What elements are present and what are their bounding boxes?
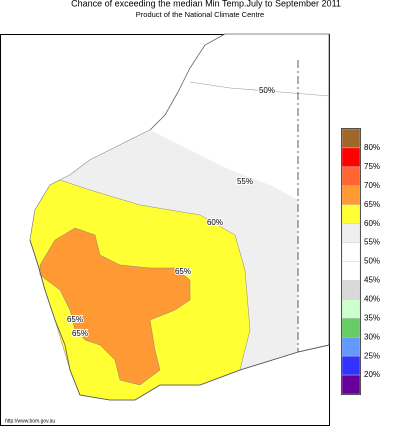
- legend-label: 80%: [364, 143, 380, 152]
- legend-swatch: [341, 185, 361, 205]
- legend-swatch: [341, 204, 361, 224]
- legend-frame: [341, 128, 361, 395]
- legend: 80% 75% 70% 65% 60% 55% 50% 45% 40% 35% 30% 25% 20%: [341, 128, 380, 395]
- legend-label: 65%: [364, 200, 380, 209]
- legend-swatch: [341, 355, 361, 376]
- legend-label: 75%: [364, 162, 380, 171]
- legend-label: 45%: [364, 276, 380, 285]
- legend-label: 20%: [364, 370, 380, 379]
- contour-label: 55%: [237, 177, 253, 186]
- contour-label: 65%: [72, 329, 88, 338]
- legend-swatch: [341, 318, 361, 338]
- legend-swatch: [341, 337, 361, 357]
- contour-labels: 50% 55% 60% 65% 65% 65%: [66, 85, 276, 339]
- legend-swatch: [341, 374, 361, 395]
- contour-label: 60%: [207, 218, 223, 227]
- legend-label: 50%: [364, 257, 380, 266]
- legend-swatch: [341, 242, 361, 262]
- contour-label: 65%: [175, 267, 191, 276]
- legend-label: 60%: [364, 219, 380, 228]
- title: Chance of exceeding the median Min Temp.…: [71, 0, 341, 8]
- legend-label: 35%: [364, 313, 380, 322]
- legend-swatch: [341, 128, 361, 149]
- legend-swatch: [341, 280, 361, 300]
- subtitle: Product of the National Climate Centre: [136, 10, 264, 19]
- legend-label: 70%: [364, 181, 380, 190]
- legend-swatch: [341, 147, 361, 168]
- coastline: [29, 239, 330, 401]
- legend-label: 55%: [364, 238, 380, 247]
- region-55: [60, 130, 298, 370]
- contour-label: 50%: [259, 86, 275, 95]
- legend-swatch: [341, 166, 361, 186]
- legend-swatch: [341, 223, 361, 243]
- contour-label: 65%: [67, 315, 83, 324]
- legend-swatch: [341, 299, 361, 319]
- legend-label: 30%: [364, 332, 380, 341]
- region-65: [39, 227, 191, 386]
- contour-50: [189, 81, 330, 97]
- map: [29, 33, 330, 401]
- legend-label: 25%: [364, 351, 380, 360]
- legend-label: 40%: [364, 294, 380, 303]
- legend-swatch: [341, 261, 361, 281]
- footer-url: http://www.bom.gov.au: [5, 418, 55, 424]
